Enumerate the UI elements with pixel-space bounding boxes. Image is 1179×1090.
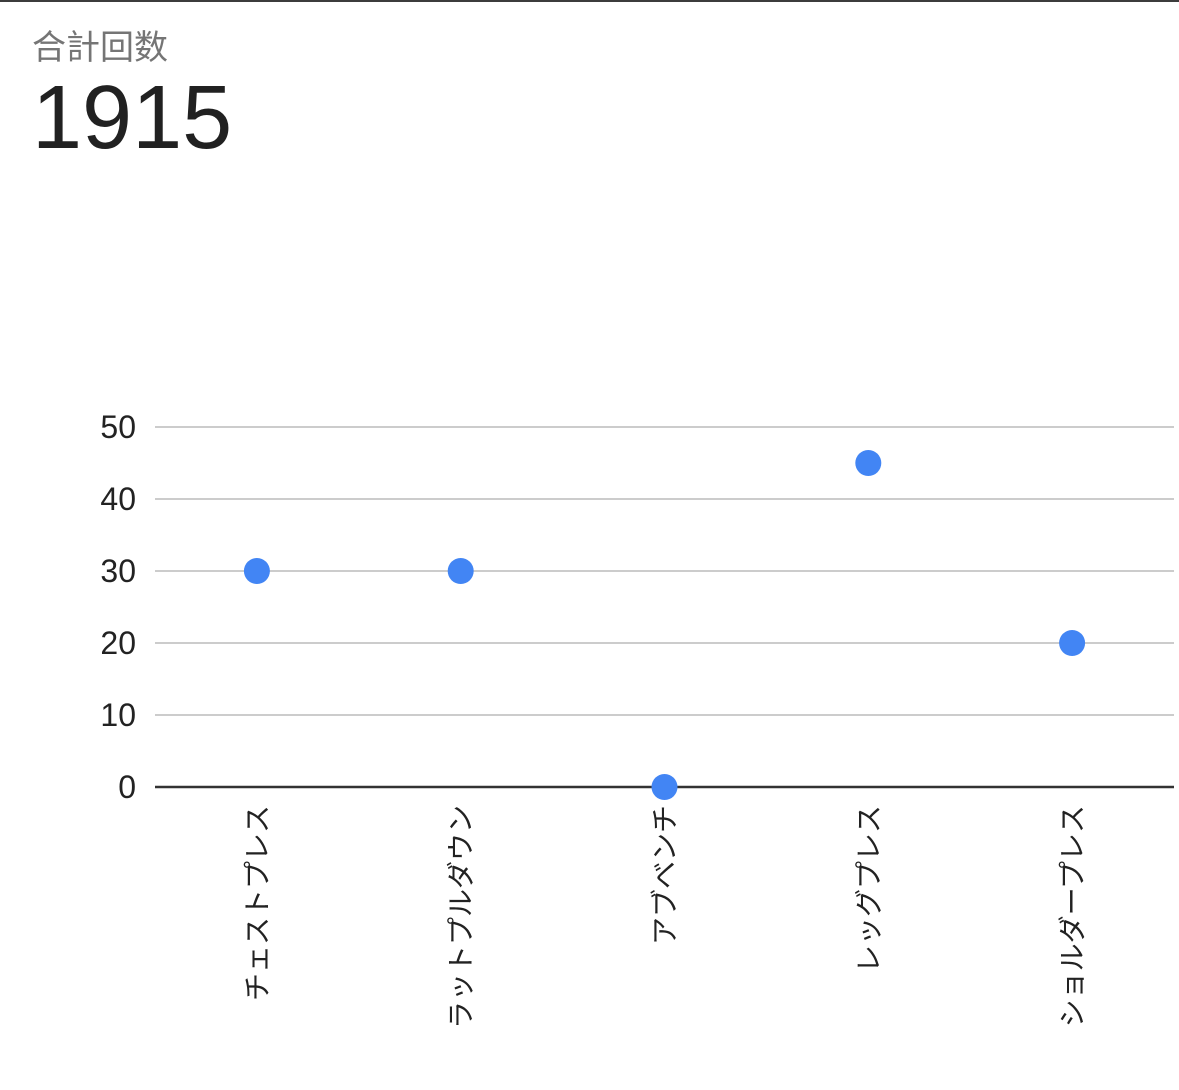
y-axis-ticks: 0 10 20 30 40 50 — [100, 409, 136, 805]
data-point[interactable] — [855, 450, 882, 476]
scorecard-label: 合計回数 — [32, 28, 168, 68]
y-tick-label: 0 — [118, 769, 136, 805]
top-border — [0, 0, 1179, 2]
x-axis-labels: チェストプレス ラットプルダウン アブベンチ レッグプレス ショルダープレス — [241, 805, 1089, 1029]
scorecard-value: 1915 — [32, 68, 233, 168]
y-tick-label: 10 — [100, 697, 136, 733]
data-point[interactable] — [243, 558, 270, 584]
data-point[interactable] — [447, 558, 474, 584]
x-category-label: アブベンチ — [649, 805, 682, 945]
x-category-label: ショルダープレス — [1056, 805, 1089, 1027]
x-category-label: レッグプレス — [852, 805, 885, 973]
grid-lines — [155, 426, 1174, 716]
y-tick-label: 50 — [100, 409, 136, 445]
x-category-label: ラットプルダウン — [445, 805, 478, 1029]
x-category-label: チェストプレス — [241, 805, 274, 1001]
data-points — [243, 450, 1086, 800]
data-point[interactable] — [651, 774, 678, 800]
y-tick-label: 40 — [100, 481, 136, 517]
y-tick-label: 20 — [100, 625, 136, 661]
y-tick-label: 30 — [100, 553, 136, 589]
data-point[interactable] — [1059, 630, 1086, 656]
